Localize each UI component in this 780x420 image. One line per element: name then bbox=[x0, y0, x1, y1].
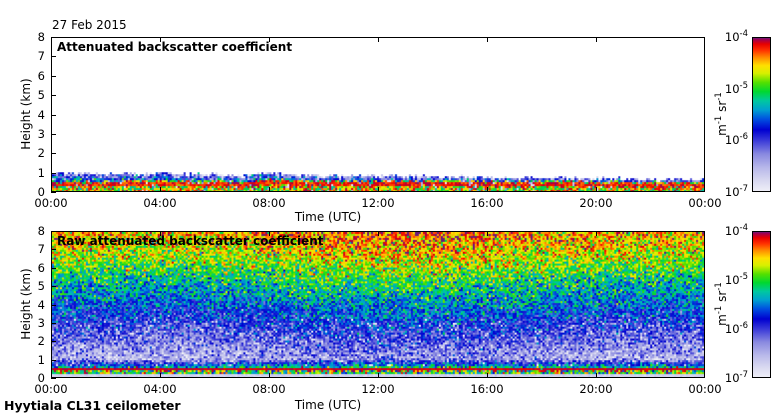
y-tick-mark bbox=[51, 37, 56, 38]
x-tick-label: 20:00 bbox=[579, 382, 613, 396]
y-tick-mark bbox=[51, 153, 56, 154]
y-tick-label: 0 bbox=[37, 371, 45, 385]
colorbar-gradient-1 bbox=[753, 38, 770, 191]
x-tick-mark bbox=[160, 187, 161, 192]
panel-title-2: Raw attenuated backscatter coefficient bbox=[57, 234, 324, 248]
x-tick-mark bbox=[269, 231, 270, 236]
y-tick-label: 8 bbox=[37, 30, 45, 44]
x-tick-mark bbox=[160, 37, 161, 42]
y-tick-label: 6 bbox=[37, 260, 45, 275]
colorbar-unit-2: m-1 sr-1 bbox=[714, 282, 729, 326]
x-tick-mark bbox=[596, 231, 597, 236]
x-tick-mark bbox=[269, 187, 270, 192]
colorbar-tick-label: 10-4 bbox=[724, 29, 748, 44]
y-tick-mark bbox=[51, 231, 56, 232]
y-axis-label-1: Height (km) bbox=[19, 78, 33, 150]
y-tick-label: 4 bbox=[37, 297, 45, 312]
colorbar-tick-label: 10-7 bbox=[724, 184, 748, 199]
colorbar-tick-label: 10-4 bbox=[724, 223, 748, 238]
y-tick-mark bbox=[51, 249, 56, 250]
x-tick-mark bbox=[269, 373, 270, 378]
y-tick-label: 0 bbox=[37, 185, 45, 199]
colorbar-tick-label: 10-5 bbox=[724, 272, 748, 287]
x-tick-label: 20:00 bbox=[579, 196, 613, 210]
colorbar-2 bbox=[752, 231, 771, 378]
y-tick-mark bbox=[51, 192, 56, 193]
y-tick-mark bbox=[51, 115, 56, 116]
x-tick-label: 04:00 bbox=[143, 382, 177, 396]
x-axis-label-2: Time (UTC) bbox=[294, 398, 362, 412]
y-tick-mark bbox=[51, 341, 56, 342]
heatmap-canvas-1 bbox=[52, 38, 704, 191]
x-tick-label: 00:00 bbox=[688, 382, 722, 396]
x-tick-label: 04:00 bbox=[143, 196, 177, 210]
y-tick-label: 5 bbox=[37, 88, 45, 103]
colorbar-tick-label: 10-6 bbox=[724, 321, 748, 336]
y-tick-mark bbox=[51, 360, 56, 361]
colorbar-tick-label: 10-7 bbox=[724, 370, 748, 385]
x-tick-mark bbox=[160, 373, 161, 378]
site-caption: Hyytiala CL31 ceilometer bbox=[4, 398, 181, 413]
colorbar-tick-label: 10-6 bbox=[724, 132, 748, 148]
x-tick-mark bbox=[269, 37, 270, 42]
x-tick-mark bbox=[596, 373, 597, 378]
x-tick-mark bbox=[487, 37, 488, 42]
x-tick-mark bbox=[596, 187, 597, 192]
y-tick-label: 8 bbox=[37, 224, 45, 238]
y-tick-mark bbox=[51, 134, 56, 135]
y-tick-mark bbox=[51, 56, 56, 57]
colorbar-unit-1: m-1 sr-1 bbox=[714, 92, 729, 136]
y-tick-label: 1 bbox=[37, 165, 45, 180]
y-tick-mark bbox=[51, 173, 56, 174]
plot-frame-1 bbox=[51, 37, 705, 192]
x-tick-mark bbox=[487, 373, 488, 378]
panel-title-1: Attenuated backscatter coefficient bbox=[57, 40, 293, 54]
x-tick-label: 12:00 bbox=[361, 196, 395, 210]
plot-frame-2 bbox=[51, 231, 705, 378]
y-tick-label: 3 bbox=[37, 315, 45, 330]
y-tick-label: 3 bbox=[37, 126, 45, 141]
y-tick-label: 6 bbox=[37, 68, 45, 83]
y-tick-label: 1 bbox=[37, 352, 45, 367]
colorbar-1 bbox=[752, 37, 771, 192]
y-axis-label-2: Height (km) bbox=[19, 268, 33, 340]
x-tick-label: 12:00 bbox=[361, 382, 395, 396]
x-tick-mark bbox=[160, 231, 161, 236]
x-tick-mark bbox=[487, 187, 488, 192]
panel-attenuated-backscatter: Attenuated backscatter coefficient bbox=[51, 37, 705, 192]
heatmap-canvas-2 bbox=[52, 232, 704, 377]
x-tick-mark bbox=[378, 373, 379, 378]
x-tick-label: 16:00 bbox=[470, 196, 504, 210]
x-tick-label: 08:00 bbox=[252, 382, 286, 396]
panel-raw-backscatter: Raw attenuated backscatter coefficient bbox=[51, 231, 705, 378]
colorbar-gradient-2 bbox=[753, 232, 770, 377]
y-tick-mark bbox=[51, 323, 56, 324]
y-tick-label: 7 bbox=[37, 49, 45, 64]
x-tick-mark bbox=[487, 231, 488, 236]
y-tick-label: 2 bbox=[37, 146, 45, 161]
x-tick-label: 08:00 bbox=[252, 196, 286, 210]
date-label: 27 Feb 2015 bbox=[52, 18, 127, 32]
x-tick-mark bbox=[378, 37, 379, 42]
y-tick-label: 4 bbox=[37, 107, 45, 122]
x-axis-label-1: Time (UTC) bbox=[294, 210, 362, 224]
y-tick-label: 7 bbox=[37, 242, 45, 257]
colorbar-tick-label: 10-5 bbox=[724, 80, 748, 96]
y-tick-mark bbox=[51, 268, 56, 269]
x-tick-mark bbox=[378, 187, 379, 192]
y-tick-label: 2 bbox=[37, 334, 45, 349]
y-tick-label: 5 bbox=[37, 279, 45, 294]
x-tick-mark bbox=[596, 37, 597, 42]
y-tick-mark bbox=[51, 95, 56, 96]
y-tick-mark bbox=[51, 305, 56, 306]
y-tick-mark bbox=[51, 286, 56, 287]
x-tick-label: 16:00 bbox=[470, 382, 504, 396]
x-tick-label: 00:00 bbox=[34, 382, 68, 396]
x-tick-mark bbox=[378, 231, 379, 236]
x-tick-label: 00:00 bbox=[34, 196, 68, 210]
y-tick-mark bbox=[51, 76, 56, 77]
x-tick-label: 00:00 bbox=[688, 196, 722, 210]
y-tick-mark bbox=[51, 378, 56, 379]
